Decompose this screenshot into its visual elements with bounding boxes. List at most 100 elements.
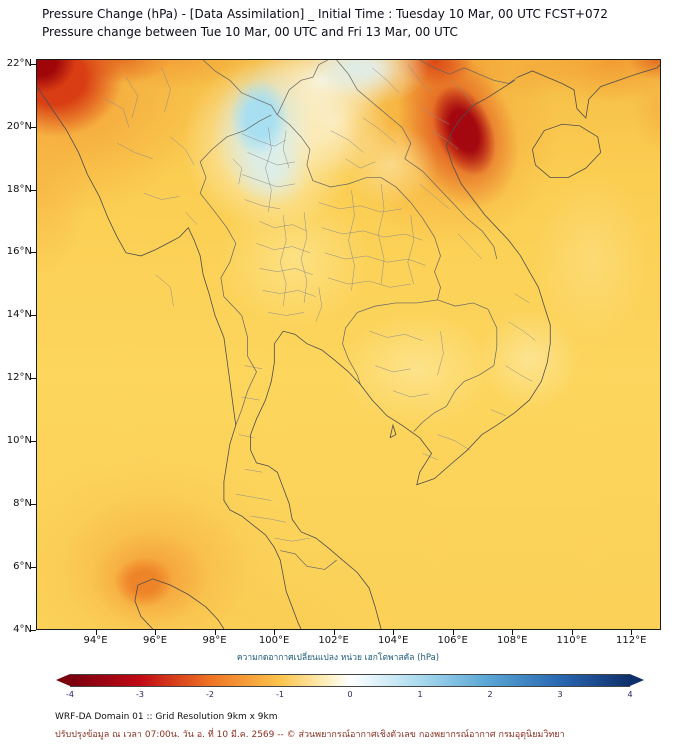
x-tick-mark <box>214 630 216 635</box>
province-boundary <box>363 117 397 144</box>
province-boundary <box>345 158 376 169</box>
province-boundary <box>125 77 139 119</box>
x-tick-mark <box>333 630 335 635</box>
y-tick-label: 6°N <box>13 561 32 573</box>
coastline <box>532 123 602 178</box>
province-boundary <box>282 130 290 169</box>
geo-boundaries-overlay <box>37 60 660 629</box>
map-plot <box>36 59 661 630</box>
province-boundary <box>324 252 426 266</box>
province-boundary <box>505 365 533 382</box>
x-tick-mark <box>512 630 514 635</box>
coastline <box>517 64 660 119</box>
country-border <box>342 299 438 385</box>
province-boundary <box>422 108 450 125</box>
province-boundary <box>265 127 272 213</box>
province-boundary <box>321 227 423 241</box>
country-border <box>202 60 278 116</box>
province-boundary <box>259 221 308 232</box>
province-boundary <box>161 67 171 112</box>
province-boundary <box>407 64 432 94</box>
footer-domain-info: WRF-DA Domain 01 :: Grid Resolution 9km … <box>55 712 278 722</box>
colorbar-right-arrow <box>630 674 644 686</box>
x-tick-label: 98°E <box>202 635 227 646</box>
province-boundary <box>514 293 530 304</box>
y-tick-label: 14°N <box>6 309 32 321</box>
province-boundary <box>431 130 459 150</box>
province-boundary <box>155 274 174 307</box>
y-tick-mark <box>31 441 36 443</box>
y-tick-mark <box>31 252 36 254</box>
y-tick-label: 16°N <box>6 246 32 258</box>
province-boundary <box>318 202 402 213</box>
province-boundary <box>422 453 438 460</box>
title-line-2: Pressure change between Tue 10 Mar, 00 U… <box>42 24 458 39</box>
province-boundary <box>392 390 429 398</box>
y-tick-label: 10°N <box>6 435 32 447</box>
country-border <box>336 60 498 260</box>
x-tick-label: 94°E <box>83 635 108 646</box>
colorbar-tick-label: -2 <box>206 690 214 699</box>
country-border <box>413 309 498 432</box>
colorbar-tick-label: -1 <box>276 690 284 699</box>
x-tick-label: 100°E <box>258 635 290 646</box>
coastline <box>250 79 551 629</box>
x-tick-mark <box>155 630 157 635</box>
province-boundary <box>170 136 195 166</box>
x-tick-mark <box>95 630 97 635</box>
province-boundary <box>143 192 180 200</box>
province-boundary <box>330 130 364 153</box>
province-boundary <box>105 98 130 128</box>
province-boundary <box>232 158 243 184</box>
x-tick-label: 104°E <box>377 635 409 646</box>
x-tick-label: 112°E <box>616 635 647 646</box>
province-boundary <box>244 468 263 473</box>
x-tick-mark <box>631 630 633 635</box>
colorbar-tick-label: -4 <box>66 690 74 699</box>
province-boundary <box>508 321 536 341</box>
y-tick-mark <box>31 567 36 569</box>
y-tick-mark <box>31 63 36 65</box>
colorbar-tick-label: -3 <box>136 690 144 699</box>
y-tick-mark <box>31 630 36 631</box>
province-boundary <box>419 183 450 210</box>
province-boundary <box>300 212 308 303</box>
province-boundary <box>452 80 474 106</box>
y-tick-mark <box>31 126 36 128</box>
y-tick-label: 22°N <box>6 57 32 69</box>
province-boundary <box>458 233 483 260</box>
y-tick-label: 8°N <box>13 498 32 510</box>
country-border <box>277 60 328 116</box>
x-tick-mark <box>452 630 454 635</box>
country-border <box>437 299 489 310</box>
x-tick-label: 106°E <box>437 635 468 646</box>
province-boundary <box>437 434 471 451</box>
province-boundary <box>250 515 287 523</box>
colorbar-tick-label: 4 <box>627 690 633 699</box>
x-tick-mark <box>393 630 395 635</box>
province-boundary <box>241 133 287 147</box>
province-boundary <box>262 290 316 297</box>
province-boundary <box>375 365 411 373</box>
province-boundary <box>327 277 411 288</box>
province-boundary <box>268 312 305 316</box>
colorbar-tick-label: 2 <box>487 690 493 699</box>
title-line-1: Pressure Change (hPa) - [Data Assimilati… <box>42 7 608 21</box>
x-tick-label: 108°E <box>496 635 528 646</box>
y-tick-mark <box>31 504 36 506</box>
province-boundary <box>274 537 310 542</box>
pressure-field-canvas <box>37 60 660 629</box>
colorbar-tick-label: 0 <box>347 690 353 699</box>
y-tick-label: 4°N <box>13 624 32 635</box>
colorbar-tick-label: 3 <box>557 690 563 699</box>
x-tick-label: 110°E <box>556 635 587 646</box>
figure-titles: Pressure Change (hPa) - [Data Assimilati… <box>42 6 608 41</box>
colorbar-tick-label: 1 <box>417 690 423 699</box>
coastline <box>134 578 225 629</box>
country-border <box>280 550 337 570</box>
colorbar-label: ความกดอากาศเปลี่ยนแปลง หน่วย เฮกโตพาสคัล… <box>236 653 440 663</box>
country-border <box>277 114 441 300</box>
province-boundary <box>256 243 311 254</box>
footer-credit: ปรับปรุงข้อมูล ณ เวลา 07:00น. วัน อ. ที่… <box>55 730 565 740</box>
